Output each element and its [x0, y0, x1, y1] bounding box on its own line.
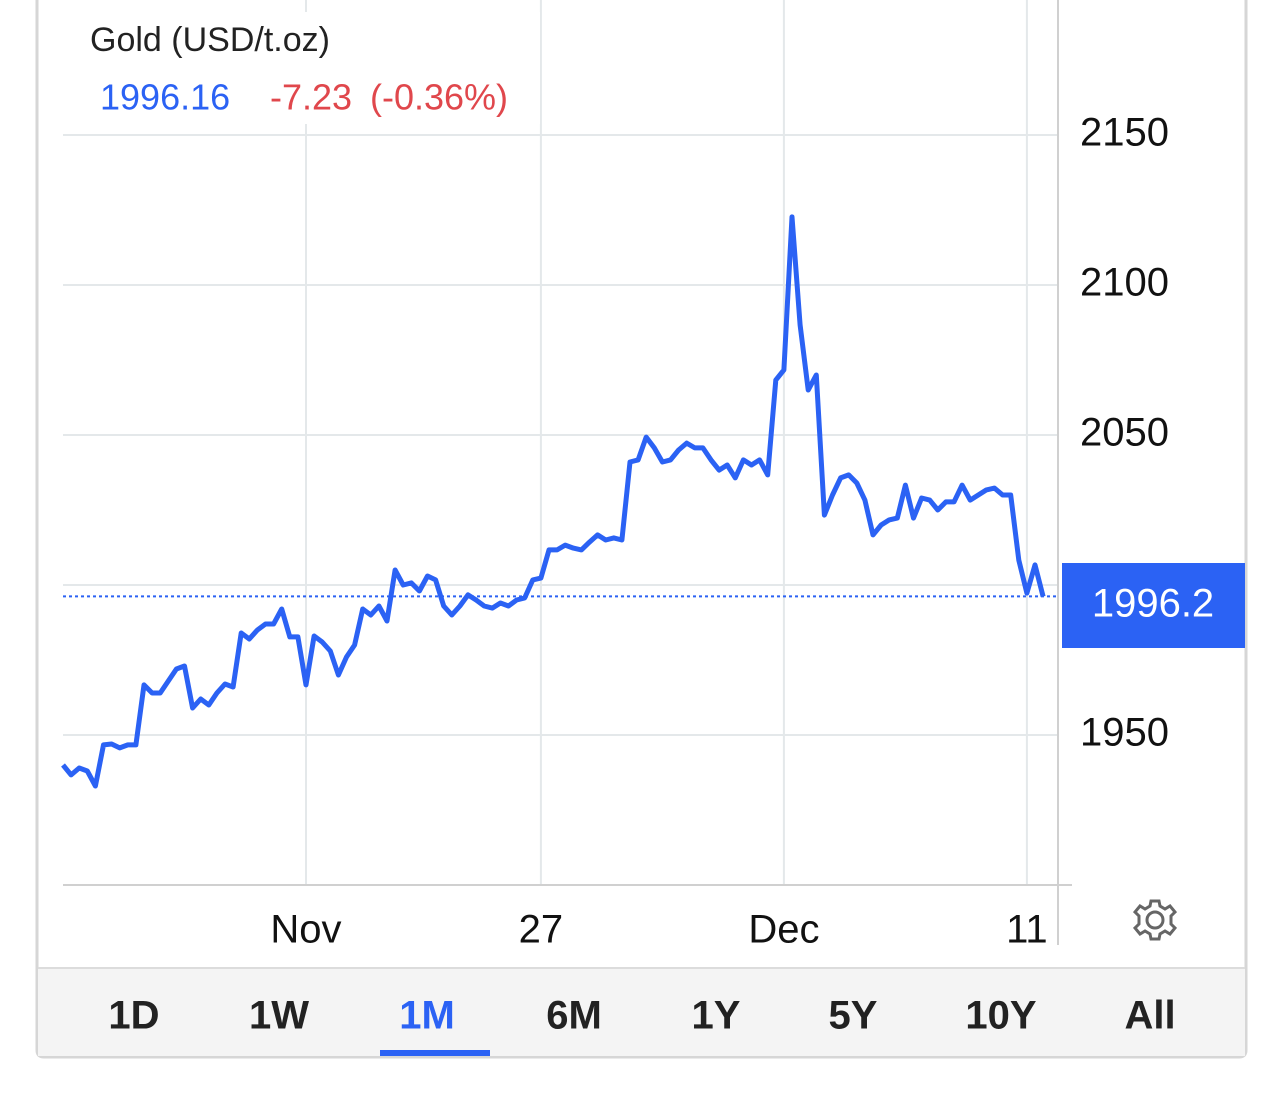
- last-price-label: 1996.2: [1092, 582, 1214, 626]
- change: -7.23: [270, 77, 352, 118]
- range-underline: [380, 1050, 490, 1056]
- x-tick-label: Nov: [270, 908, 341, 952]
- y-tick-label: 2150: [1080, 111, 1169, 155]
- header-box: [70, 12, 540, 124]
- last-price-badge: [1062, 563, 1245, 648]
- range-button[interactable]: 1Y: [692, 994, 741, 1038]
- range-button[interactable]: 1D: [108, 994, 159, 1038]
- chart-title: Gold (USD/t.oz): [90, 21, 330, 59]
- range-buttons: 1D 1W 1M 6M 1Y 5Y 10Y All: [108, 994, 1176, 1056]
- x-tick-label: 27: [519, 908, 564, 952]
- plot: [61, 214, 1058, 789]
- range-button[interactable]: 1W: [249, 994, 309, 1038]
- x-tick-label: 11: [1006, 908, 1048, 952]
- range-button[interactable]: 6M: [546, 994, 602, 1038]
- y-tick-label: 2100: [1080, 261, 1169, 305]
- range-button[interactable]: 1M: [399, 994, 455, 1038]
- price-line: [61, 214, 1046, 789]
- range-bar: [38, 968, 1245, 1056]
- grid: [63, 0, 1072, 945]
- price: 1996.16: [100, 77, 230, 118]
- y-tick-label: 2050: [1080, 411, 1169, 455]
- settings-icon[interactable]: [1132, 899, 1178, 941]
- y-tick-label: 1950: [1080, 711, 1169, 755]
- frame: [35, 0, 1248, 1059]
- x-tick-label: Dec: [748, 908, 819, 952]
- change-pct: (-0.36%): [370, 77, 508, 118]
- range-button[interactable]: 10Y: [965, 994, 1036, 1038]
- range-button[interactable]: 5Y: [829, 994, 878, 1038]
- range-button[interactable]: All: [1124, 994, 1175, 1038]
